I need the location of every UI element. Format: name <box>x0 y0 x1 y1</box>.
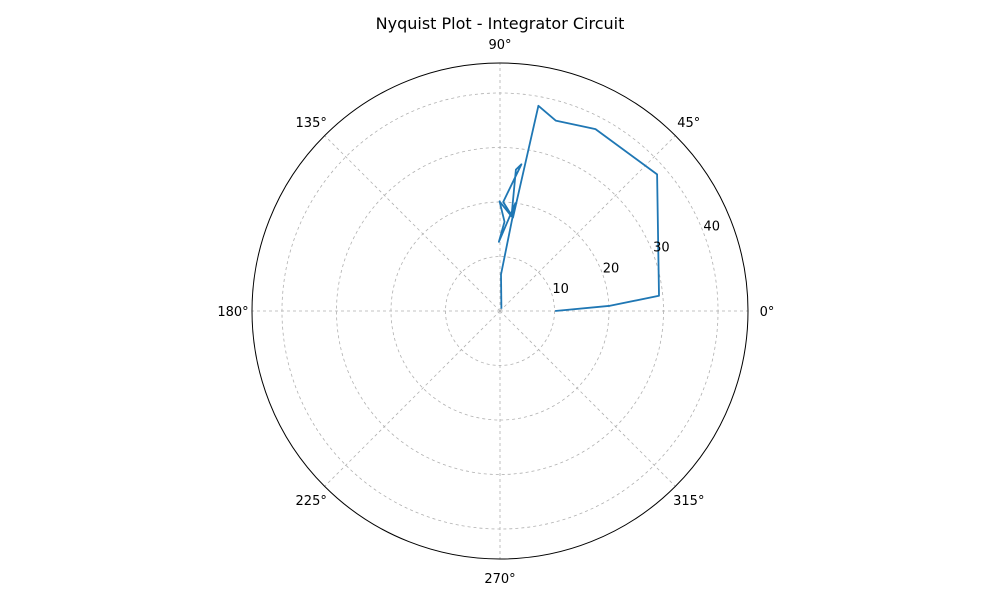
angular-tick-label: 0° <box>760 305 775 320</box>
chart-title: Nyquist Plot - Integrator Circuit <box>376 14 625 33</box>
angular-tick-label: 180° <box>217 305 248 320</box>
radial-tick-label: 20 <box>603 261 620 276</box>
polar-frame <box>251 62 749 560</box>
radial-tick-label: 30 <box>653 240 670 255</box>
angular-gridline-225 <box>324 310 501 487</box>
angular-gridline-135 <box>324 135 501 312</box>
angular-tick-label: 315° <box>673 494 704 509</box>
radial-tick-label: 40 <box>703 220 720 235</box>
angular-tick-label: 270° <box>484 572 515 587</box>
angular-tick-label: 45° <box>677 116 700 131</box>
angular-gridline-45 <box>499 135 676 312</box>
series-line-0 <box>497 104 660 312</box>
series-layer <box>497 104 660 312</box>
angular-gridline-315 <box>499 310 676 487</box>
angular-tick-label: 90° <box>488 38 511 53</box>
angular-tick-labels: 0° 45° 90° 135° 180° 225° 270° 315° <box>217 38 774 587</box>
angular-tick-label: 225° <box>296 494 327 509</box>
polar-grid <box>252 63 748 559</box>
radial-tick-label: 10 <box>552 282 569 297</box>
radial-tick-labels: 10 20 30 40 <box>552 220 720 298</box>
angular-tick-label: 135° <box>296 116 327 131</box>
